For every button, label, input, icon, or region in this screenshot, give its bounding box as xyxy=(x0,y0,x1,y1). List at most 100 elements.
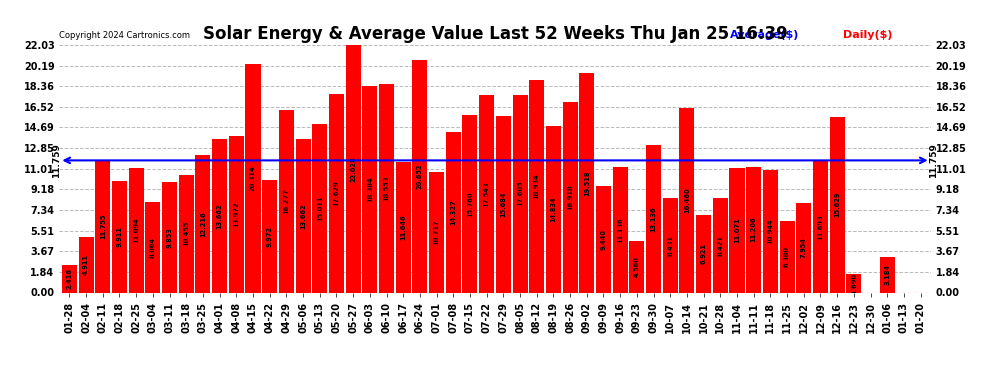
Text: 19.518: 19.518 xyxy=(584,170,590,196)
Bar xyxy=(530,80,544,292)
Text: 13.972: 13.972 xyxy=(234,201,240,227)
Text: 11.759: 11.759 xyxy=(930,143,939,178)
Text: 13.662: 13.662 xyxy=(300,203,306,229)
Bar xyxy=(545,126,561,292)
Bar xyxy=(846,273,861,292)
Text: 18.384: 18.384 xyxy=(367,176,373,202)
Bar xyxy=(229,135,244,292)
Bar xyxy=(462,116,477,292)
Text: 11.759: 11.759 xyxy=(51,143,60,178)
Text: 4.911: 4.911 xyxy=(83,254,89,275)
Bar xyxy=(262,180,277,292)
Bar xyxy=(129,168,144,292)
Bar xyxy=(246,64,260,292)
Text: 15.760: 15.760 xyxy=(467,191,473,217)
Bar xyxy=(596,186,611,292)
Text: 18.934: 18.934 xyxy=(534,173,540,199)
Text: Average($): Average($) xyxy=(731,30,800,40)
Bar xyxy=(713,198,728,292)
Text: 7.954: 7.954 xyxy=(801,237,807,258)
Text: 16.918: 16.918 xyxy=(567,184,573,210)
Bar xyxy=(296,139,311,292)
Text: 20.314: 20.314 xyxy=(250,166,256,191)
Text: 16.460: 16.460 xyxy=(684,187,690,213)
Bar xyxy=(195,155,211,292)
Text: 10.944: 10.944 xyxy=(767,218,773,244)
Text: 8.064: 8.064 xyxy=(149,237,155,258)
Text: 10.455: 10.455 xyxy=(183,221,189,246)
Text: 13.662: 13.662 xyxy=(217,203,223,229)
Bar xyxy=(212,139,227,292)
Text: 18.553: 18.553 xyxy=(383,176,389,201)
Bar xyxy=(496,116,511,292)
Bar xyxy=(346,45,360,292)
Text: 8.431: 8.431 xyxy=(667,235,673,256)
Text: 9.853: 9.853 xyxy=(166,227,172,248)
Bar xyxy=(796,203,811,292)
Bar xyxy=(62,266,77,292)
Bar xyxy=(579,73,594,292)
Text: 8.421: 8.421 xyxy=(718,235,724,256)
Bar xyxy=(95,160,110,292)
Bar xyxy=(479,95,494,292)
Text: 22.028: 22.028 xyxy=(350,156,356,182)
Text: 15.011: 15.011 xyxy=(317,195,323,221)
Text: 17.543: 17.543 xyxy=(484,181,490,207)
Text: 1.690: 1.690 xyxy=(850,273,856,294)
Bar xyxy=(362,86,377,292)
Text: 10.717: 10.717 xyxy=(434,219,440,245)
Bar xyxy=(813,161,828,292)
Bar xyxy=(279,110,294,292)
Bar xyxy=(429,172,445,292)
Bar xyxy=(730,168,744,292)
Bar xyxy=(179,175,194,292)
Bar xyxy=(630,241,644,292)
Text: 13.136: 13.136 xyxy=(650,206,656,231)
Text: 16.277: 16.277 xyxy=(283,188,289,214)
Text: 6.380: 6.380 xyxy=(784,246,790,267)
Text: Copyright 2024 Cartronics.com: Copyright 2024 Cartronics.com xyxy=(59,31,190,40)
Text: 11.646: 11.646 xyxy=(400,214,406,240)
Bar xyxy=(513,95,528,292)
Text: 9.440: 9.440 xyxy=(601,229,607,250)
Bar xyxy=(662,198,678,292)
Bar xyxy=(696,215,711,292)
Text: 11.206: 11.206 xyxy=(750,217,756,242)
Text: 14.327: 14.327 xyxy=(450,199,456,225)
Text: Daily($): Daily($) xyxy=(843,30,893,40)
Bar xyxy=(562,102,577,292)
Text: 17.605: 17.605 xyxy=(517,181,523,206)
Bar xyxy=(413,60,428,292)
Text: 11.693: 11.693 xyxy=(818,214,824,240)
Text: 12.216: 12.216 xyxy=(200,211,206,237)
Bar xyxy=(396,162,411,292)
Text: 15.684: 15.684 xyxy=(500,192,506,217)
Bar xyxy=(763,170,778,292)
Bar xyxy=(329,94,344,292)
Bar xyxy=(613,167,628,292)
Bar xyxy=(112,181,127,292)
Text: 11.071: 11.071 xyxy=(734,217,740,243)
Bar xyxy=(146,202,160,292)
Bar xyxy=(646,145,661,292)
Bar xyxy=(162,182,177,292)
Text: 11.094: 11.094 xyxy=(134,217,140,243)
Text: 14.834: 14.834 xyxy=(550,196,556,222)
Text: 20.652: 20.652 xyxy=(417,164,423,189)
Bar xyxy=(78,237,94,292)
Text: 17.629: 17.629 xyxy=(334,181,340,206)
Text: 9.911: 9.911 xyxy=(117,226,123,248)
Text: 3.184: 3.184 xyxy=(884,264,890,285)
Bar xyxy=(746,166,761,292)
Text: 4.560: 4.560 xyxy=(634,256,640,278)
Text: 11.755: 11.755 xyxy=(100,214,106,239)
Bar xyxy=(446,132,460,292)
Bar xyxy=(830,117,844,292)
Bar xyxy=(679,108,694,292)
Bar xyxy=(779,221,795,292)
Text: 2.416: 2.416 xyxy=(66,268,72,290)
Bar xyxy=(880,257,895,292)
Bar xyxy=(312,124,328,292)
Text: 9.972: 9.972 xyxy=(266,226,272,247)
Text: 15.629: 15.629 xyxy=(835,192,841,217)
